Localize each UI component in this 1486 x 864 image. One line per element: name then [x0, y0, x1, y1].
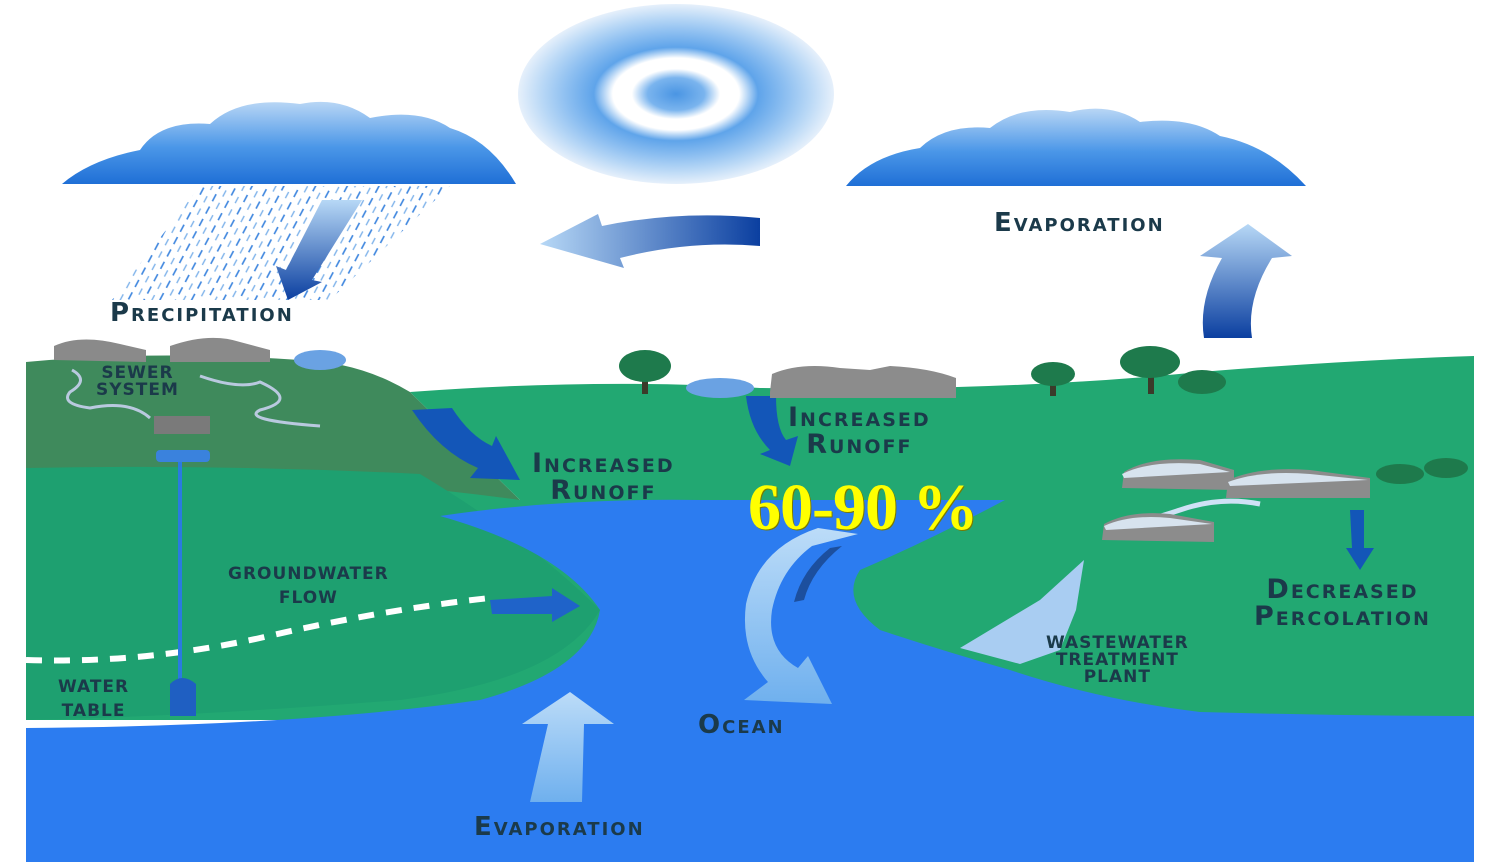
runoff-arrow-left-icon: [412, 408, 520, 480]
water-table-line-2: Table: [61, 700, 126, 721]
groundwater-flow-label: Groundwater Flow: [228, 563, 389, 611]
water-table-pump-icon: [170, 678, 196, 716]
water-table-line-1: Water: [58, 677, 130, 697]
right-cloud-icon: [846, 108, 1306, 186]
water-table-label: Water Table: [58, 676, 129, 724]
groundwater-flow-line-2: Flow: [278, 587, 338, 608]
groundwater-flow-line: [25, 595, 491, 664]
increased-runoff-center-label: Increased Runoff: [788, 404, 931, 458]
left-lower-land: [26, 466, 600, 720]
left-hill: [26, 355, 520, 500]
decreased-percolation-line-2: Percolation: [1254, 601, 1431, 632]
well-house-icon: [154, 416, 210, 434]
left-buildings: [54, 337, 346, 370]
center-buildings: [686, 366, 956, 398]
sewer-system-label: Sewer System: [96, 365, 179, 399]
evaporation-bottom-label: Evaporation: [474, 812, 645, 842]
wastewater-line-3: Plant: [1083, 667, 1151, 687]
sewer-system-line-2: System: [96, 380, 179, 400]
groundwater-arrow-icon: [490, 588, 580, 622]
right-buildings: [1102, 459, 1370, 542]
runoff-arrow-center-icon: [746, 396, 798, 466]
runoff-percentage-label: 60-90 %: [748, 471, 978, 544]
cloud-movement-arrow-icon: [540, 214, 760, 268]
rain-icon: [112, 186, 450, 300]
increased-runoff-center-line-1: Increased: [788, 402, 931, 433]
evaporation-arrow-bottom-icon: [522, 692, 614, 802]
increased-runoff-left-label: Increased Runoff: [532, 450, 675, 504]
precipitation-label: Precipitation: [110, 298, 294, 328]
trees: [619, 346, 1468, 484]
rain-arrow-icon: [276, 200, 362, 300]
ocean: [26, 499, 1474, 862]
discharge-arrow-inner-icon: [794, 546, 842, 602]
wastewater-outflow: [960, 560, 1084, 664]
sun-icon: [518, 4, 834, 184]
evaporation-arrow-right-icon: [1200, 224, 1292, 338]
increased-runoff-left-line-2: Runoff: [550, 475, 657, 506]
sewer-pipe: [66, 368, 321, 428]
wastewater-treatment-plant-label: Wastewater Treatment Plant: [1046, 635, 1189, 686]
left-cloud-icon: [62, 101, 516, 184]
ocean-label: Ocean: [698, 710, 785, 740]
increased-runoff-left-line-1: Increased: [532, 448, 675, 479]
percolation-arrow-icon: [1346, 510, 1374, 570]
groundwater-flow-line-1: Groundwater: [228, 564, 389, 584]
increased-runoff-center-line-2: Runoff: [806, 429, 913, 460]
wastewater-line-1: Wastewater: [1046, 633, 1189, 653]
well-pump-icon: [156, 450, 210, 462]
decreased-percolation-line-1: Decreased: [1266, 574, 1419, 605]
discharge-arrow-icon: [744, 528, 858, 704]
sewer-system-line-1: Sewer: [101, 363, 174, 383]
wastewater-line-2: Treatment: [1055, 650, 1179, 670]
evaporation-top-label: Evaporation: [994, 208, 1165, 238]
decreased-percolation-label: Decreased Percolation: [1254, 576, 1431, 630]
